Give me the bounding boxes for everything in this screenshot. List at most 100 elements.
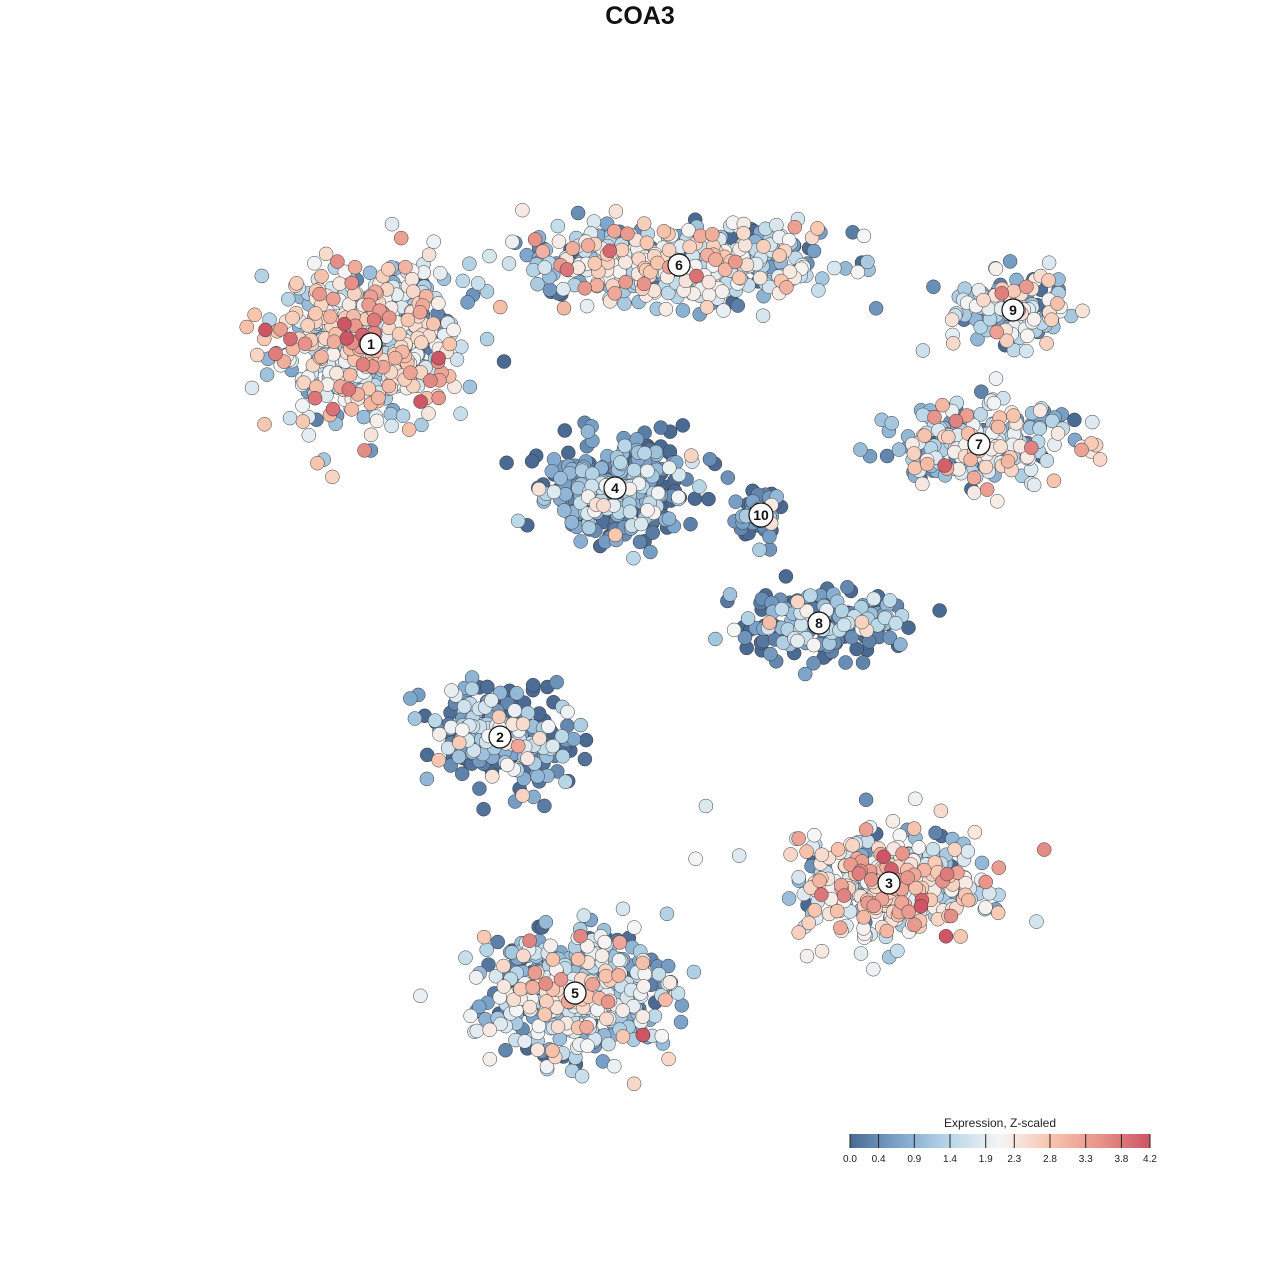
cell-point	[901, 620, 916, 635]
cell-point	[329, 365, 344, 381]
cell-point	[555, 749, 571, 764]
cell-point	[938, 929, 954, 944]
cell-point	[401, 422, 417, 437]
cell-point	[527, 232, 543, 247]
cell-point	[913, 899, 929, 914]
cell-point	[314, 349, 329, 364]
cell-point	[462, 256, 477, 271]
cell-point	[596, 498, 611, 513]
cell-point	[716, 303, 731, 318]
cell-point	[499, 455, 514, 471]
cell-point	[479, 331, 495, 347]
cluster-label-badge	[603, 476, 627, 500]
cell-point	[840, 580, 855, 595]
cell-point	[522, 999, 538, 1015]
cluster-label-7: 7	[967, 432, 991, 456]
cell-point	[301, 428, 317, 443]
cell-point	[851, 866, 867, 881]
cell-point	[926, 279, 941, 295]
cell-point	[482, 1022, 497, 1038]
cell-point	[1050, 426, 1066, 441]
cell-point	[814, 943, 830, 959]
cluster-label-5: 5	[563, 981, 587, 1005]
legend-tick-label: 0.0	[843, 1154, 857, 1165]
cell-point	[545, 738, 561, 754]
cell-point	[701, 274, 717, 290]
cell-point	[296, 375, 312, 390]
cell-point	[884, 415, 899, 431]
cell-point	[990, 905, 1006, 921]
cell-point	[791, 831, 806, 846]
cell-point	[611, 952, 627, 968]
cell-point	[537, 260, 553, 275]
cell-point	[400, 312, 416, 328]
cell-point	[607, 1058, 622, 1074]
cell-point	[626, 550, 641, 566]
cell-point	[675, 418, 691, 433]
cell-point	[525, 980, 540, 995]
cell-point	[535, 244, 550, 259]
cell-point	[701, 491, 716, 507]
cell-point	[684, 448, 699, 463]
cell-point	[612, 935, 628, 950]
cluster-label-text: 9	[1009, 302, 1017, 318]
cluster-labels: 1 2 3 4 5 6 7 8 9 10	[359, 253, 1025, 1005]
cell-point	[976, 292, 991, 308]
cell-point	[752, 270, 768, 286]
cell-point	[244, 380, 260, 396]
cell-point	[911, 840, 927, 855]
cell-point	[318, 246, 334, 262]
cell-point	[932, 603, 947, 618]
cell-point	[469, 1023, 485, 1039]
cell-point	[974, 855, 990, 871]
cell-point	[876, 849, 891, 865]
cell-point	[551, 234, 567, 249]
cell-point	[366, 312, 382, 328]
cell-point	[600, 994, 616, 1010]
cell-point	[927, 410, 942, 425]
cell-point	[799, 603, 815, 619]
cell-point	[1026, 477, 1042, 493]
cell-point	[1002, 254, 1018, 269]
cell-point	[702, 451, 718, 467]
legend-tick-label: 4.2	[1143, 1154, 1157, 1165]
cell-point	[558, 774, 573, 789]
cell-point	[577, 281, 593, 296]
cell-point	[297, 336, 313, 352]
cell-point	[524, 454, 540, 469]
cell-point	[307, 390, 323, 406]
cell-point	[550, 218, 566, 234]
cell-point	[692, 479, 707, 494]
cell-point	[830, 842, 846, 857]
cell-point	[462, 379, 478, 395]
cell-point	[476, 929, 492, 945]
cell-point	[810, 221, 825, 236]
cell-point	[988, 371, 1004, 386]
cell-point	[527, 965, 543, 980]
cell-point	[312, 286, 327, 302]
cell-point	[517, 1034, 533, 1049]
cell-point	[599, 1011, 614, 1027]
cell-point	[782, 264, 798, 279]
cell-point	[755, 308, 771, 323]
cell-point	[484, 693, 499, 708]
cell-point	[482, 248, 497, 264]
cell-point	[960, 844, 976, 859]
cell-point	[393, 230, 409, 246]
cell-point	[999, 333, 1014, 348]
cell-point	[853, 946, 869, 961]
cell-point	[1092, 452, 1108, 467]
cluster-label-10: 10	[748, 502, 774, 528]
cell-point	[511, 738, 526, 754]
cell-point	[421, 247, 437, 262]
cell-point	[915, 343, 931, 358]
cell-point	[254, 268, 270, 284]
cell-point	[570, 205, 586, 221]
cell-point	[653, 420, 669, 435]
cell-point	[635, 955, 650, 971]
cell-point	[426, 234, 441, 249]
cell-point	[543, 938, 558, 954]
cell-point	[617, 438, 633, 454]
cell-point	[705, 227, 720, 242]
